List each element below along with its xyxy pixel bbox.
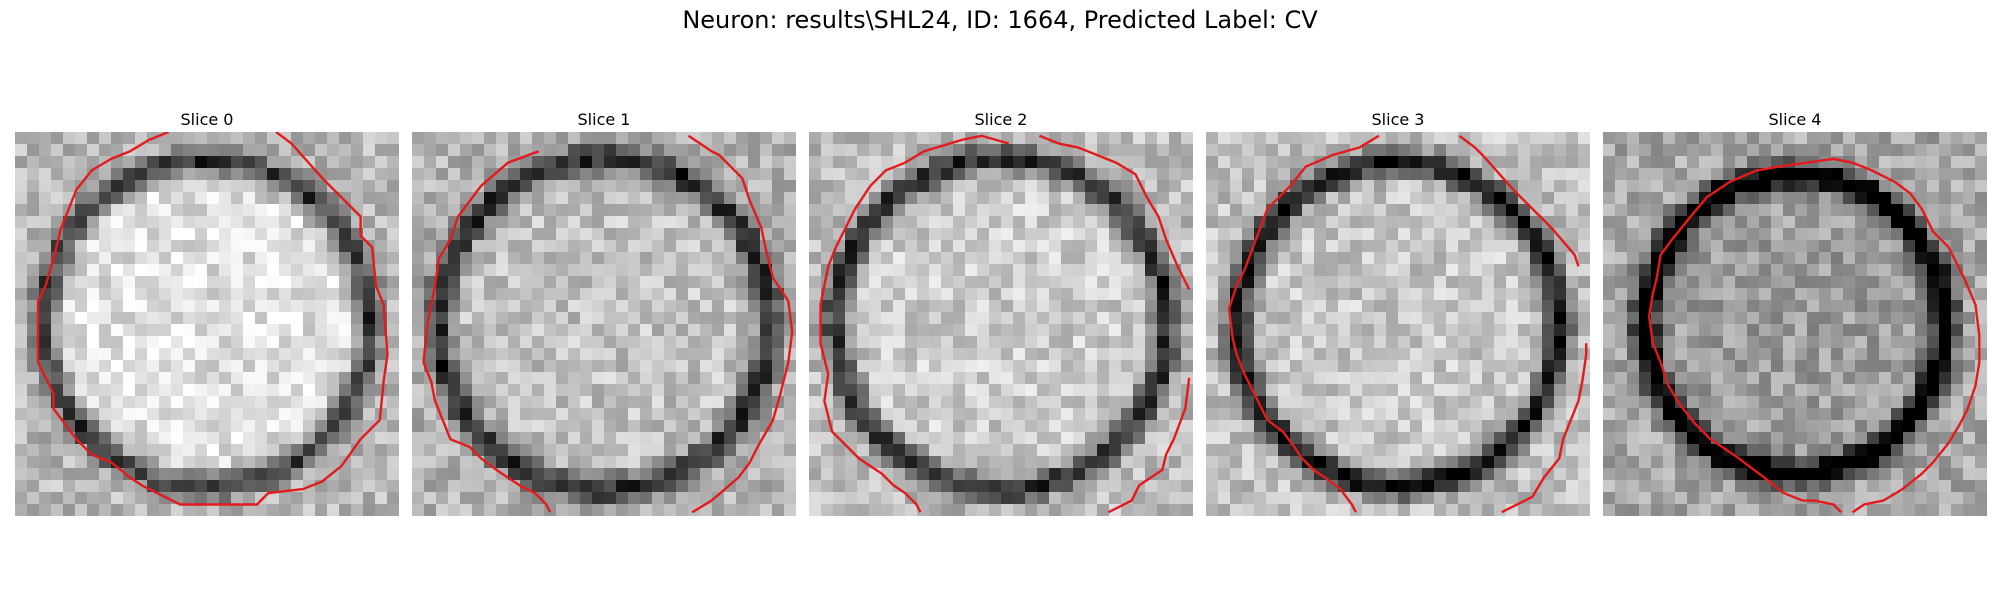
slice-image-4 [1603, 132, 1987, 516]
contour-segment-0 [819, 185, 922, 513]
slice-title: Slice 4 [1768, 110, 1822, 129]
slice-panel-1: Slice 1 [412, 108, 796, 516]
slice-image-3 [1206, 132, 1590, 516]
slice-panel-2: Slice 2 [809, 108, 1193, 516]
contour-segment-1 [1806, 157, 1981, 514]
contour-segment-0 [36, 132, 389, 506]
slice-panel-0: Slice 0 [15, 108, 399, 516]
slice-image-1 [412, 132, 796, 516]
contour-segment-0 [1647, 161, 1842, 514]
slice-image-2 [809, 132, 1193, 516]
figure-title: Neuron: results\SHL24, ID: 1664, Predict… [682, 6, 1318, 34]
slice-panel-3: Slice 3 [1206, 108, 1590, 516]
slice-panel-4: Slice 4 [1603, 108, 1987, 516]
contour-segment-0 [422, 150, 552, 513]
slice-title: Slice 1 [577, 110, 631, 129]
contour-segment-1 [1501, 343, 1588, 514]
contour-segment-3 [869, 134, 1010, 187]
slice-title: Slice 2 [974, 110, 1028, 129]
slice-image-0 [15, 132, 399, 516]
contour-segment-1 [1107, 377, 1191, 514]
contour-segment-1 [687, 134, 794, 514]
slice-title: Slice 3 [1371, 110, 1425, 129]
contour-segment-2 [1038, 134, 1191, 290]
contour-segment-0 [1227, 134, 1380, 513]
slice-title: Slice 0 [180, 110, 234, 129]
contour-segment-2 [1458, 134, 1580, 267]
